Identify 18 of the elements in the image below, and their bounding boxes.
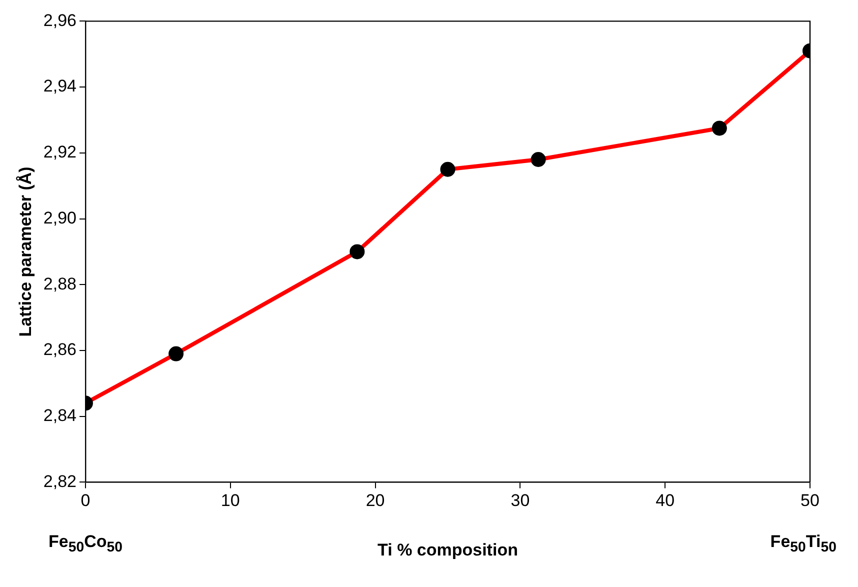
y-tick-label: 2,90 xyxy=(43,208,76,228)
y-tick-label: 2,88 xyxy=(43,274,76,294)
y-tick-label: 2,84 xyxy=(43,406,76,426)
x-tick-label: 0 xyxy=(80,491,90,510)
text: Fe$_{50}$Ti$_{50}$ xyxy=(770,532,836,556)
y-tick-label: 2,94 xyxy=(43,76,76,96)
y-tick-label: 2,86 xyxy=(43,340,76,360)
x-tick-label: 20 xyxy=(366,491,385,510)
x-tick-label: 40 xyxy=(656,491,675,510)
y-tick-label: 2,82 xyxy=(43,472,76,491)
x-tick-label: 10 xyxy=(220,491,240,510)
text: Fe$_{50}$Co$_{50}$ xyxy=(48,532,122,556)
y-tick-label: 2,92 xyxy=(43,142,76,162)
y-axis-title: Lattice parameter (Å) xyxy=(16,166,35,337)
x-axis-title: Ti % composition xyxy=(378,540,518,560)
x-tick-label: 50 xyxy=(800,491,820,510)
y-tick-label: 2,96 xyxy=(43,10,76,30)
x-tick-label: 30 xyxy=(510,491,530,510)
